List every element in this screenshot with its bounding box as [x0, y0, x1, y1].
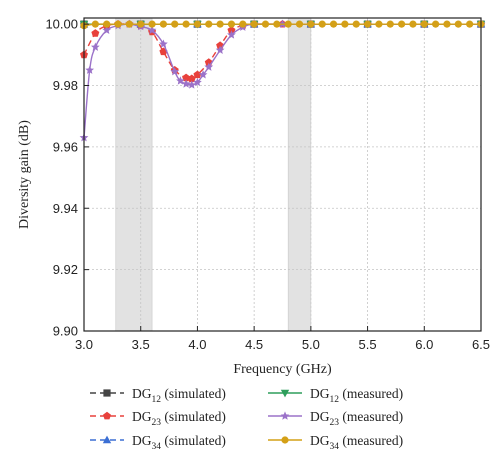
- x-tick-label: 4.5: [245, 337, 263, 352]
- data-point-dg34_meas: [182, 20, 190, 28]
- data-point-dg34_meas: [137, 20, 145, 28]
- data-point-dg23_meas: [181, 79, 191, 88]
- legend-item-dg34_sim: DG34 (simulated): [90, 433, 226, 452]
- data-point-dg34_meas: [159, 20, 167, 28]
- legend-item-dg12_sim: DG12 (simulated): [90, 386, 226, 405]
- data-point-dg34_meas: [114, 20, 122, 28]
- data-point-dg34_meas: [205, 20, 213, 28]
- data-point-dg34_meas: [216, 20, 224, 28]
- data-point-dg34_meas: [329, 20, 338, 28]
- data-point-dg34_meas: [398, 20, 406, 28]
- data-point-dg23_meas: [159, 39, 168, 48]
- data-point-dg34_meas: [273, 20, 281, 28]
- legend-marker-dg12_meas: [280, 389, 290, 398]
- data-point-dg34_meas: [352, 20, 360, 28]
- data-point-dg23_meas: [147, 25, 157, 34]
- data-point-dg23_meas: [198, 70, 208, 79]
- y-tick-label: 9.94: [53, 201, 78, 216]
- data-point-dg23_meas: [85, 65, 95, 74]
- x-tick-label: 5.5: [359, 337, 377, 352]
- shaded-bands: [115, 17, 312, 332]
- legend-item-dg12_meas: DG12 (measured): [268, 386, 403, 405]
- data-point-dg23_meas: [215, 45, 225, 54]
- data-point-dg23_sim: [91, 29, 100, 37]
- data-point-dg34_meas: [409, 20, 417, 28]
- legend-marker-dg12_sim: [103, 389, 111, 397]
- data-point-dg34_meas: [148, 20, 156, 28]
- legend-label-dg12_meas: DG12 (measured): [310, 386, 403, 405]
- series-dg34_meas: [80, 20, 485, 30]
- data-point-dg34_meas: [341, 20, 349, 28]
- legend-marker-dg34_sim: [102, 435, 112, 444]
- x-tick-label: 3.5: [132, 337, 150, 352]
- x-tick-label: 5.0: [302, 337, 320, 352]
- data-point-dg34_meas: [363, 20, 372, 28]
- axis-ticks: 3.0 3.5 4.0 4.5 5.0 5.5 6.0 6.5 9.90 9.92 9.94 9.96…: [45, 17, 490, 352]
- data-point-dg23_sim: [227, 26, 236, 34]
- legend-marker-dg23_sim: [103, 411, 111, 420]
- data-point-dg34_meas: [318, 20, 326, 28]
- data-point-dg34_meas: [91, 20, 99, 28]
- y-tick-label: 9.98: [53, 78, 78, 93]
- shaded-band-0: [115, 17, 153, 332]
- x-tick-label: 6.5: [472, 337, 490, 352]
- y-tick-label: 9.92: [53, 262, 78, 277]
- legend-label-dg34_meas: DG34 (measured): [310, 433, 403, 452]
- data-point-dg34_meas: [284, 20, 292, 28]
- data-point-dg34_meas: [375, 20, 383, 28]
- legend-label-dg34_sim: DG34 (simulated): [132, 433, 226, 452]
- data-point-dg34_meas: [295, 20, 304, 28]
- data-point-dg23_meas: [193, 77, 202, 87]
- data-point-dg34_meas: [125, 20, 133, 28]
- data-point-dg23_sim: [182, 73, 191, 82]
- data-point-dg23_meas: [170, 67, 180, 76]
- y-tick-label: 9.96: [53, 139, 78, 154]
- legend-item-dg23_meas: DG23 (measured): [268, 409, 403, 428]
- x-tick-label: 3.0: [75, 337, 93, 352]
- y-tick-label: 9.90: [53, 324, 78, 339]
- data-point-dg23_meas: [102, 25, 112, 34]
- grid-lines: [83, 18, 482, 332]
- x-tick-label: 4.0: [188, 337, 206, 352]
- legend: DG12 (simulated) DG23 (simulated) DG34 (si…: [90, 386, 403, 452]
- data-point-dg34_meas: [193, 20, 202, 28]
- data-point-dg34_meas: [420, 20, 428, 28]
- data-point-dg23_meas: [90, 42, 100, 51]
- legend-label-dg23_sim: DG23 (simulated): [132, 409, 226, 428]
- data-point-dg34_meas: [171, 20, 179, 28]
- data-point-dg23_sim: [187, 74, 196, 83]
- legend-item-dg34_meas: DG34 (measured): [268, 433, 403, 452]
- data-point-dg34_meas: [432, 20, 440, 28]
- series-layer: [79, 19, 486, 142]
- y-tick-label: 10.00: [45, 17, 78, 32]
- data-point-dg34_meas: [227, 20, 236, 28]
- plot-frame: [83, 17, 482, 332]
- data-point-dg34_meas: [250, 20, 258, 28]
- y-axis-title: Diversity gain (dB): [17, 120, 32, 229]
- data-point-dg23_sim: [193, 70, 202, 79]
- legend-label-dg23_meas: DG23 (measured): [310, 409, 403, 428]
- data-point-dg34_meas: [466, 20, 474, 28]
- legend-marker-dg23_meas: [280, 411, 290, 420]
- data-point-dg23_meas: [204, 62, 214, 71]
- data-point-dg34_meas: [454, 20, 462, 28]
- data-point-dg34_meas: [239, 20, 247, 28]
- x-axis-title: Frequency (GHz): [233, 362, 332, 377]
- legend-marker-dg34_meas: [281, 436, 289, 444]
- data-point-dg23_meas: [187, 80, 197, 89]
- legend-item-dg23_sim: DG23 (simulated): [90, 409, 226, 428]
- x-tick-label: 6.0: [415, 337, 433, 352]
- data-point-dg34_meas: [261, 20, 270, 28]
- data-point-dg34_meas: [386, 20, 394, 28]
- data-point-dg34_meas: [307, 20, 315, 28]
- shaded-band-1: [287, 17, 312, 332]
- data-point-dg23_meas: [227, 30, 236, 39]
- data-point-dg34_meas: [103, 20, 111, 28]
- data-point-dg34_meas: [443, 20, 451, 28]
- legend-label-dg12_sim: DG12 (simulated): [132, 386, 226, 405]
